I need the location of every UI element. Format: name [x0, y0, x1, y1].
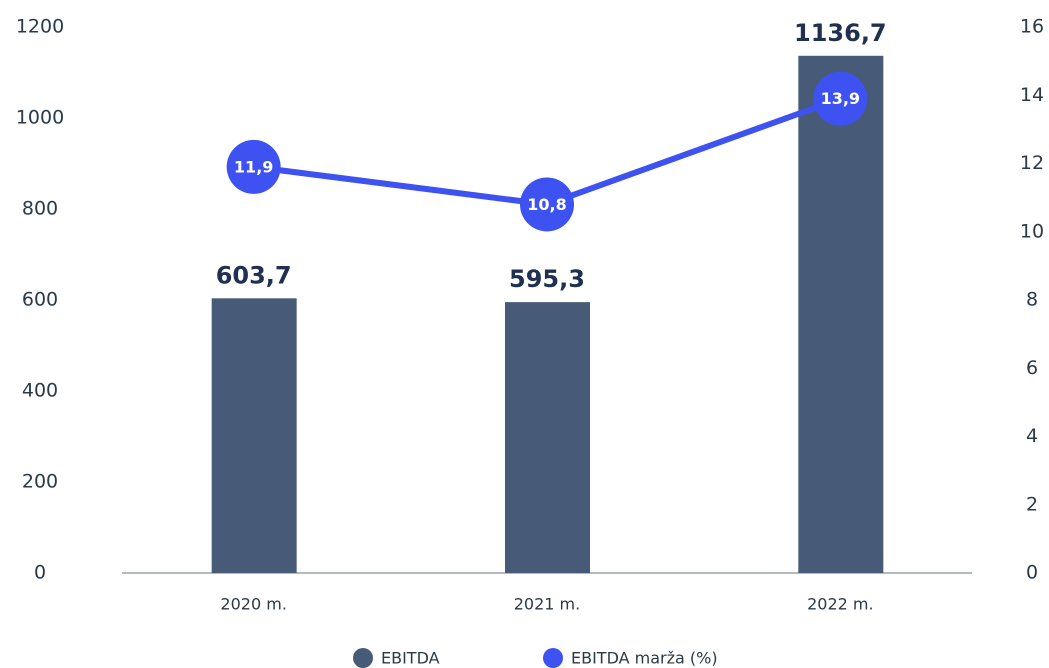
line-marker: [226, 139, 281, 194]
y-tick-label: 800: [22, 198, 58, 220]
y-tick-label: 1000: [16, 107, 64, 129]
line-value-label: 11,9: [234, 157, 273, 176]
legend-label: EBITDA marža (%): [571, 649, 718, 668]
x-tick-label: 2022 m.: [807, 595, 873, 614]
y-tick-label: 200: [22, 471, 58, 493]
bar: [211, 298, 297, 573]
line-value-label: 13,9: [821, 89, 860, 108]
bar: [505, 302, 590, 573]
bar-value-label: 1136,7: [794, 19, 887, 47]
y-tick-label: 400: [22, 380, 58, 402]
x-tick-label: 2021 m.: [514, 595, 580, 614]
y2-tick-label: 8: [1026, 289, 1038, 311]
y2-tick-label: 16: [1020, 16, 1044, 38]
line-value-label: 10,8: [527, 195, 566, 214]
legend-swatch: [543, 648, 563, 668]
bar-value-label: 595,3: [509, 265, 585, 293]
bar: [798, 55, 884, 573]
y2-tick-label: 12: [1020, 152, 1044, 174]
y2-tick-label: 2: [1026, 493, 1038, 515]
y2-tick-label: 14: [1020, 84, 1044, 106]
y2-tick-label: 4: [1026, 425, 1038, 447]
line-marker: [520, 177, 574, 232]
y2-tick-label: 6: [1026, 357, 1038, 379]
legend-label: EBITDA: [381, 649, 440, 668]
y2-tick-label: 0: [1026, 562, 1038, 584]
bar-value-label: 603,7: [216, 261, 292, 289]
y2-tick-label: 10: [1020, 220, 1044, 242]
x-tick-label: 2020 m.: [220, 595, 286, 614]
y-tick-label: 600: [22, 289, 58, 311]
y-tick-label: 0: [34, 562, 46, 584]
y-tick-label: 1200: [16, 16, 64, 38]
legend-swatch: [353, 648, 373, 668]
line-marker: [813, 71, 868, 126]
